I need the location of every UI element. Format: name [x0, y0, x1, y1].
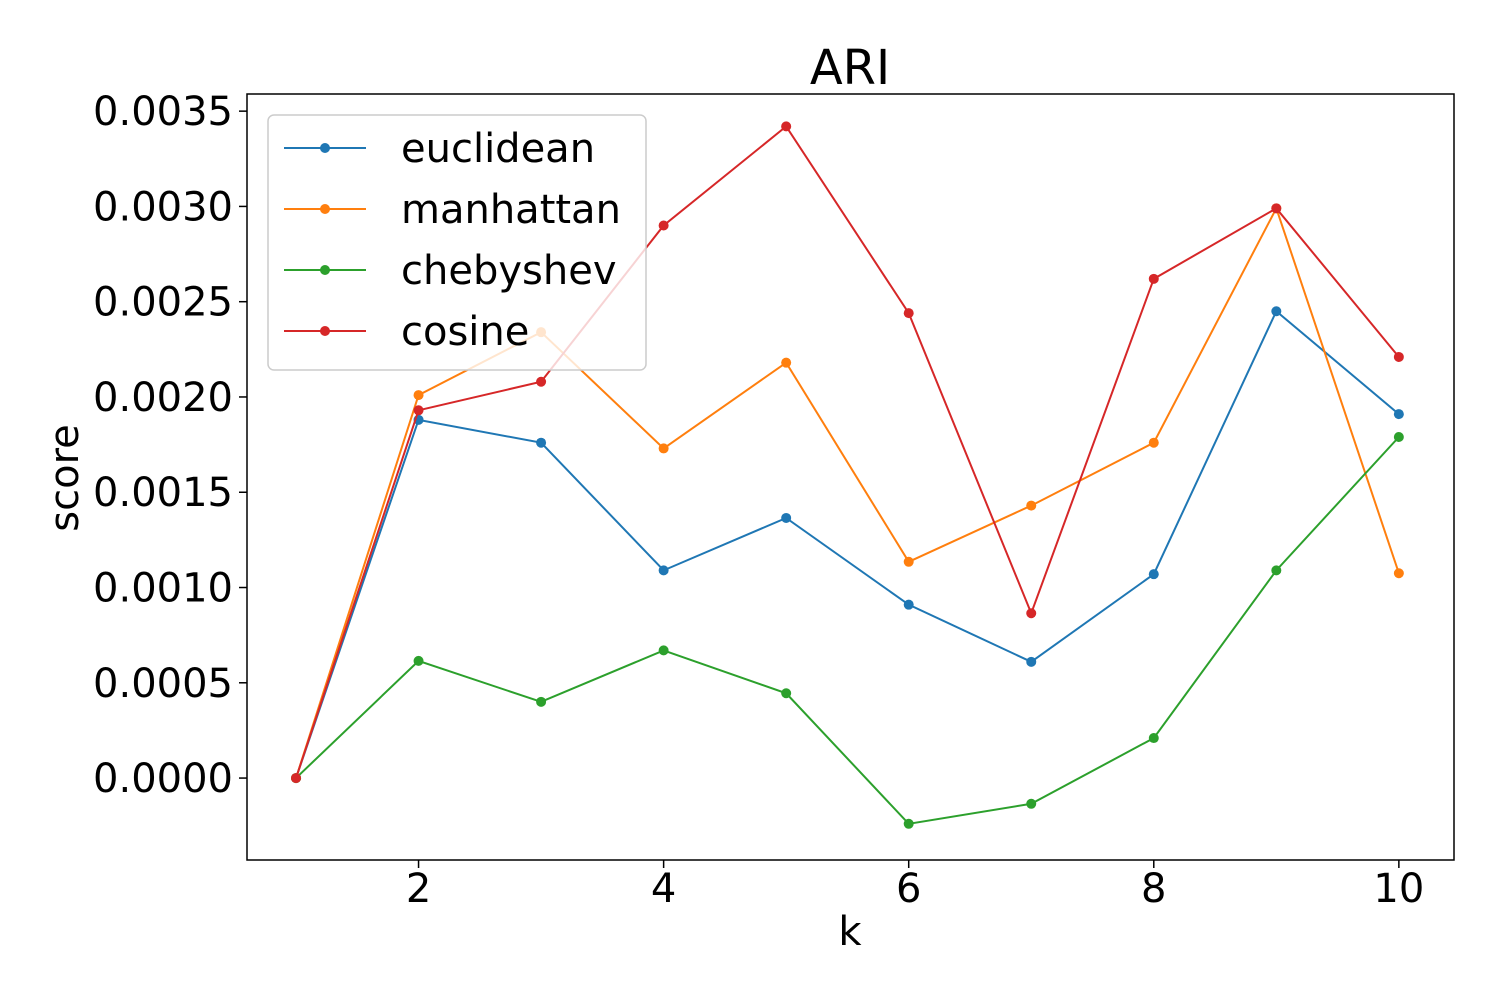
y-tick-label: 0.0020 — [93, 375, 233, 421]
data-point-cosine — [903, 308, 914, 319]
series-line-euclidean — [295, 309, 1400, 779]
data-point-chebyshev — [658, 645, 669, 656]
data-point-euclidean — [781, 512, 792, 523]
y-axis-label: score — [42, 424, 88, 531]
data-point-cosine — [413, 405, 424, 416]
legend-label: euclidean — [401, 126, 595, 172]
data-point-manhattan — [658, 443, 669, 454]
data-point-euclidean — [1026, 656, 1037, 667]
data-point-chebyshev — [903, 818, 914, 829]
y-tick-label: 0.0015 — [93, 470, 233, 516]
x-tick-label: 2 — [406, 866, 431, 912]
chart-title: ARI — [810, 40, 890, 96]
legend-item-cosine: cosine — [284, 309, 529, 355]
data-point-cosine — [1393, 351, 1404, 362]
legend-label: cosine — [401, 309, 529, 355]
legend-label: chebyshev — [401, 248, 617, 294]
data-point-euclidean — [658, 565, 669, 576]
data-point-cosine — [781, 121, 792, 132]
y-tick-label: 0.0000 — [93, 756, 233, 802]
data-point-chebyshev — [1393, 431, 1404, 442]
y-tick-label: 0.0025 — [93, 280, 233, 326]
legend-swatch-marker — [320, 265, 330, 275]
series-cosine — [291, 121, 1404, 784]
x-tick-label: 4 — [651, 866, 676, 912]
data-point-chebyshev — [1148, 733, 1159, 744]
data-point-cosine — [1026, 608, 1037, 619]
data-point-cosine — [1271, 203, 1282, 214]
y-tick-label: 0.0035 — [93, 89, 233, 135]
data-point-cosine — [291, 773, 302, 784]
plot-frame — [246, 93, 1455, 861]
x-axis-ticks: 2 4 6 8 10 — [406, 860, 1424, 912]
legend-swatch-marker — [320, 143, 330, 153]
series-line-chebyshev — [295, 436, 1400, 825]
data-point-manhattan — [413, 390, 424, 401]
data-point-chebyshev — [413, 655, 424, 666]
legend-item-manhattan: manhattan — [284, 187, 621, 233]
legend-item-chebyshev: chebyshev — [284, 248, 617, 294]
legend: euclidean manhattan chebyshev cosine — [267, 114, 647, 371]
legend-box — [267, 114, 647, 371]
data-point-manhattan — [781, 357, 792, 368]
x-axis-label: k — [838, 909, 862, 955]
y-axis-ticks: 0.0000 0.0005 0.0010 0.0015 0.0020 0.0025 0.00… — [93, 89, 247, 802]
data-point-manhattan — [1148, 437, 1159, 448]
y-tick-label: 0.0030 — [93, 184, 233, 230]
data-point-euclidean — [1271, 306, 1282, 317]
data-point-cosine — [536, 376, 547, 387]
x-tick-label: 6 — [896, 866, 921, 912]
y-tick-label: 0.0005 — [93, 661, 233, 707]
series-line-cosine — [295, 124, 1400, 779]
series-layer — [291, 121, 1404, 829]
data-point-euclidean — [536, 437, 547, 448]
legend-label: manhattan — [401, 187, 621, 233]
data-point-euclidean — [1148, 569, 1159, 580]
legend-swatch-marker — [320, 204, 330, 214]
data-point-chebyshev — [781, 688, 792, 699]
legend-item-euclidean: euclidean — [284, 126, 595, 172]
y-tick-label: 0.0010 — [93, 566, 233, 612]
legend-swatch-marker — [320, 326, 330, 336]
x-tick-label: 8 — [1141, 866, 1166, 912]
data-point-chebyshev — [536, 696, 547, 707]
data-point-chebyshev — [1271, 565, 1282, 576]
data-point-chebyshev — [1026, 798, 1037, 809]
data-point-cosine — [658, 220, 669, 231]
data-point-manhattan — [1393, 568, 1404, 579]
data-point-manhattan — [1026, 500, 1037, 511]
data-point-euclidean — [1393, 409, 1404, 420]
data-point-manhattan — [903, 556, 914, 567]
data-point-euclidean — [903, 599, 914, 610]
data-point-cosine — [1148, 273, 1159, 284]
x-tick-label: 10 — [1373, 866, 1424, 912]
